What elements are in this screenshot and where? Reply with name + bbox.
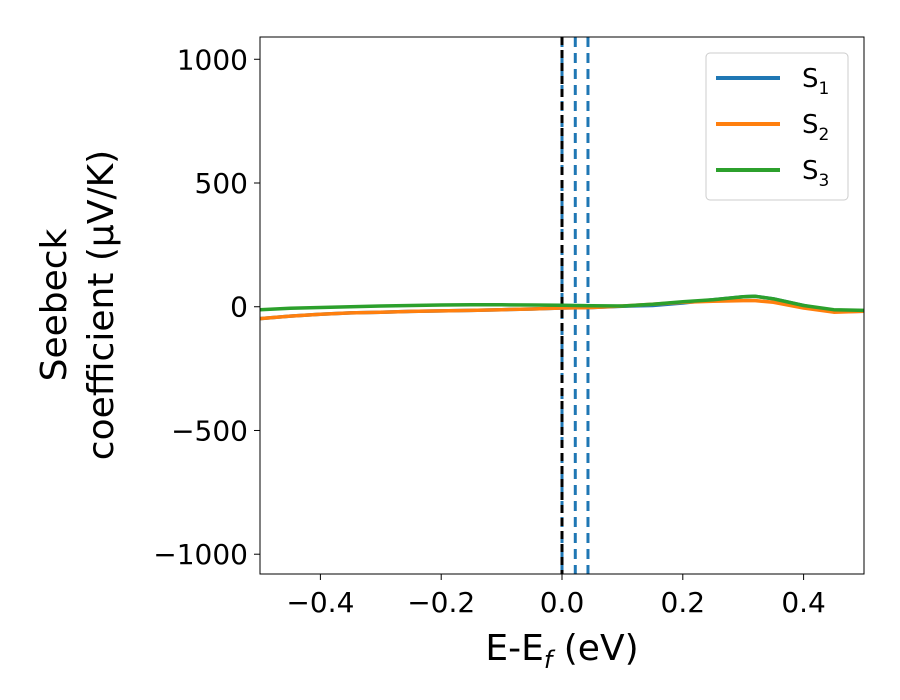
series-line-s2 (260, 298, 864, 321)
legend-label-s2: S2 (802, 110, 829, 145)
y-axis-label-line1: Seebeck (34, 228, 75, 381)
y-axis-label-line2: coefficient (μV/K) (81, 150, 122, 460)
legend-label-s3: S3 (802, 156, 829, 191)
y-tick-label: −1000 (153, 538, 248, 571)
y-tick-label: −500 (171, 414, 248, 447)
y-tick-label: 500 (195, 167, 248, 200)
y-tick-label: 1000 (177, 43, 248, 76)
x-tick-label: 0.4 (781, 586, 826, 619)
legend: S1 S2 S3 (705, 52, 849, 201)
x-axis-label: E-Ef (eV) (485, 628, 638, 674)
x-tick-label: 0.2 (661, 586, 706, 619)
x-tick-label: 0.0 (540, 586, 585, 619)
y-tick-label: 0 (230, 291, 248, 324)
legend-box (705, 52, 849, 201)
legend-label-s1: S1 (802, 64, 829, 99)
series-line-s3 (260, 294, 864, 313)
x-tick-label: −0.2 (407, 586, 475, 619)
x-tick-label: −0.4 (286, 586, 354, 619)
